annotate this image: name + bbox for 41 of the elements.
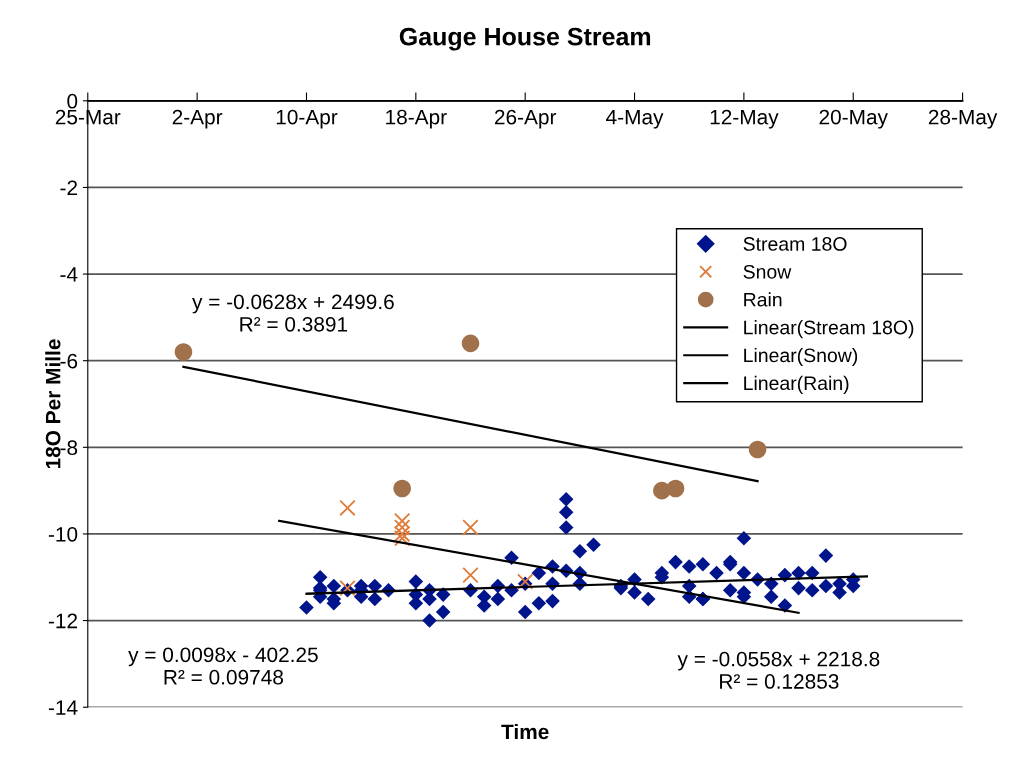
point <box>462 519 479 536</box>
legend-label: Snow <box>743 264 792 279</box>
x-tick-label: 4-May <box>606 109 664 129</box>
point <box>393 519 411 536</box>
legend-label: Stream 18O <box>743 237 847 251</box>
x-tick-label: 2-Apr <box>172 109 223 129</box>
y-axis-title: 18O Per Mille <box>45 339 61 469</box>
point <box>461 334 480 353</box>
annotation: y = -0.0628x + 2499.6 R² = 0.3891 <box>192 294 394 332</box>
y-tick-label: -14 <box>48 700 78 715</box>
y-tick-label: 0 <box>67 93 78 109</box>
y-tick-label: -4 <box>60 267 78 282</box>
point <box>393 525 411 543</box>
y-tick-label: -6 <box>60 353 78 369</box>
point <box>174 343 193 361</box>
x-tick-label: 10-Apr <box>276 109 338 129</box>
y-tick-label: -2 <box>60 180 78 195</box>
chart-title: Gauge House Stream <box>399 27 651 51</box>
annotation: y = 0.0098x - 402.25 R² = 0.09748 <box>128 647 318 685</box>
y-tick-label: -12 <box>48 613 78 629</box>
point <box>666 479 685 498</box>
x-tick-label: 26-Apr <box>494 109 557 129</box>
x-tick-label: 12-May <box>710 109 779 129</box>
legend-label: Linear(Snow) <box>744 347 858 367</box>
point <box>339 499 356 517</box>
legend-label: Linear(Rain) <box>744 375 849 394</box>
legend-label: Rain <box>744 292 782 307</box>
y-tick-label: -10 <box>48 526 78 542</box>
x-tick-label: 28-May <box>928 109 998 129</box>
point <box>462 566 479 584</box>
legend-label: Linear(Stream 18O) <box>744 320 914 339</box>
point <box>393 512 411 530</box>
x-tick-label: 18-Apr <box>386 109 447 129</box>
annotation: y = -0.0558x + 2218.8 R² = 0.12853 <box>677 651 880 689</box>
point <box>393 530 411 547</box>
point <box>393 479 411 498</box>
y-tick-label: -8 <box>60 440 78 456</box>
x-tick-label: 20-May <box>819 109 888 129</box>
x-axis-title: Time <box>501 723 549 740</box>
point <box>339 579 356 597</box>
point <box>748 440 767 459</box>
